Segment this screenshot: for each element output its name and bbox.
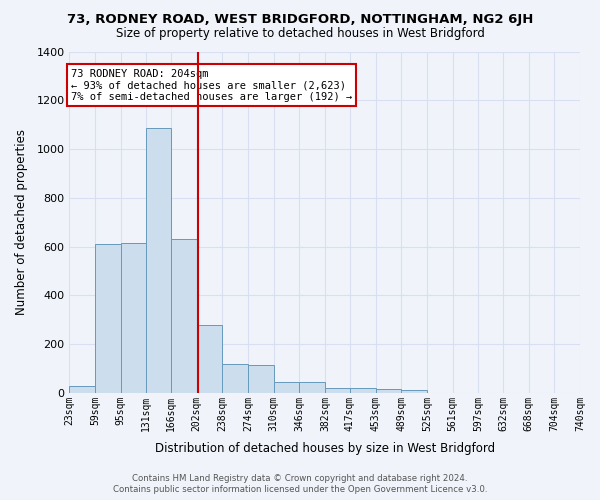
Text: Size of property relative to detached houses in West Bridgford: Size of property relative to detached ho…: [116, 28, 484, 40]
Bar: [274, 382, 299, 393]
Bar: [70, 386, 95, 393]
Bar: [299, 382, 325, 393]
Bar: [171, 239, 197, 393]
Bar: [325, 388, 350, 393]
Text: 73 RODNEY ROAD: 204sqm
← 93% of detached houses are smaller (2,623)
7% of semi-d: 73 RODNEY ROAD: 204sqm ← 93% of detached…: [71, 68, 352, 102]
Bar: [376, 389, 401, 393]
Bar: [121, 243, 146, 393]
Bar: [223, 364, 248, 393]
Text: Contains HM Land Registry data © Crown copyright and database right 2024.
Contai: Contains HM Land Registry data © Crown c…: [113, 474, 487, 494]
Bar: [350, 388, 376, 393]
Text: 73, RODNEY ROAD, WEST BRIDGFORD, NOTTINGHAM, NG2 6JH: 73, RODNEY ROAD, WEST BRIDGFORD, NOTTING…: [67, 12, 533, 26]
X-axis label: Distribution of detached houses by size in West Bridgford: Distribution of detached houses by size …: [155, 442, 495, 455]
Bar: [401, 390, 427, 393]
Bar: [197, 324, 223, 393]
Bar: [95, 244, 121, 393]
Bar: [248, 365, 274, 393]
Y-axis label: Number of detached properties: Number of detached properties: [15, 129, 28, 315]
Bar: [146, 128, 171, 393]
